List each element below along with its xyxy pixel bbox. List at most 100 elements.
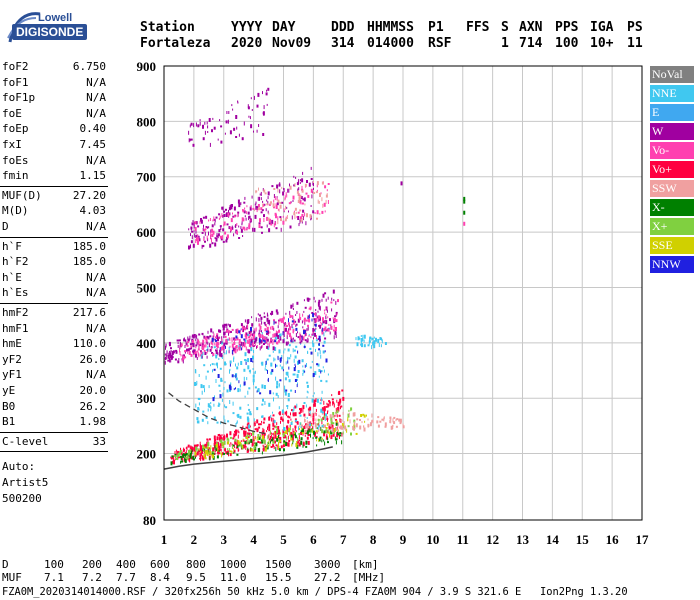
param-label: h`F2	[2, 255, 29, 269]
echo-point	[293, 184, 296, 187]
echo-point	[194, 352, 196, 355]
echo-point	[275, 444, 278, 447]
echo-point	[273, 223, 275, 228]
echo-point	[222, 324, 225, 328]
param-value: 33	[92, 434, 106, 448]
echo-point	[215, 349, 216, 352]
echo-point	[294, 379, 297, 382]
echo-point	[229, 368, 231, 371]
echo-point	[247, 422, 250, 426]
echo-point	[290, 339, 292, 342]
echo-point	[295, 323, 298, 326]
echo-point	[189, 335, 191, 340]
echo-point	[320, 370, 322, 374]
echo-point	[245, 426, 248, 429]
echo-point	[266, 89, 268, 92]
echo-point	[244, 319, 246, 323]
echo-point	[218, 336, 220, 339]
echo-point	[229, 363, 231, 367]
echo-point	[308, 307, 310, 310]
param-value: 27.20	[72, 188, 106, 202]
echo-point	[222, 442, 224, 447]
echo-point	[363, 339, 365, 343]
echo-point	[260, 318, 262, 322]
echo-point	[201, 342, 204, 347]
echo-point	[331, 419, 333, 422]
echo-point	[330, 419, 333, 423]
echo-point	[250, 327, 252, 331]
echo-point	[268, 212, 270, 215]
echo-point	[300, 431, 302, 434]
echo-point	[319, 350, 321, 355]
echo-point	[305, 440, 308, 445]
echo-point	[253, 442, 255, 445]
echo-point	[288, 202, 291, 205]
echo-point	[270, 446, 273, 448]
echo-point	[332, 431, 335, 434]
echo-point	[300, 219, 303, 223]
echo-point	[250, 97, 252, 100]
echo-point	[216, 421, 219, 424]
echo-point	[178, 339, 181, 342]
echo-point	[245, 335, 248, 340]
echo-point	[204, 121, 206, 125]
echo-point	[306, 180, 308, 183]
echo-point	[337, 407, 340, 411]
echo-point	[318, 305, 321, 310]
echo-point	[234, 346, 237, 349]
echo-point	[271, 185, 274, 188]
echo-point	[205, 226, 208, 228]
echo-point	[331, 308, 333, 312]
echo-point	[276, 341, 279, 345]
x-tick-label: 6	[310, 532, 317, 547]
echo-point	[224, 361, 226, 366]
echo-point	[187, 341, 189, 344]
echo-point	[327, 403, 330, 407]
echo-point	[295, 333, 297, 337]
echo-point	[259, 392, 262, 395]
row2-cell: 714	[519, 36, 543, 51]
echo-point	[290, 304, 293, 309]
echo-point	[262, 111, 265, 116]
echo-point	[268, 438, 271, 441]
echo-point	[186, 348, 188, 352]
echo-point	[231, 337, 233, 342]
echo-point	[268, 402, 271, 407]
echo-point	[243, 201, 246, 204]
echo-point	[229, 324, 231, 328]
echo-point	[213, 443, 216, 447]
echo-point	[300, 422, 302, 426]
echo-point	[188, 138, 190, 143]
echo-point	[254, 328, 256, 332]
echo-point	[288, 366, 290, 370]
echo-point	[341, 423, 344, 427]
echo-point	[306, 213, 308, 218]
echo-point	[200, 451, 202, 454]
echo-point	[261, 335, 264, 339]
echo-point	[274, 340, 277, 343]
echo-point	[274, 431, 276, 435]
x-tick-label: 13	[516, 532, 530, 547]
echo-point	[202, 245, 205, 248]
echo-point	[308, 407, 310, 412]
echo-point	[233, 342, 236, 345]
echo-point	[285, 389, 288, 392]
echo-point	[318, 343, 320, 346]
echo-point	[195, 338, 197, 342]
echo-point	[235, 335, 238, 339]
echo-point	[238, 203, 241, 208]
echo-point	[233, 451, 235, 454]
echo-point	[211, 451, 214, 456]
param-value: 185.0	[72, 255, 106, 269]
echo-point	[306, 381, 309, 384]
echo-point	[187, 338, 190, 342]
echo-point	[352, 425, 355, 429]
echo-point	[304, 416, 306, 418]
echo-point	[305, 445, 308, 448]
echo-point	[196, 380, 198, 384]
echo-point	[315, 418, 317, 422]
echo-point	[296, 216, 298, 218]
echo-point	[165, 355, 167, 359]
